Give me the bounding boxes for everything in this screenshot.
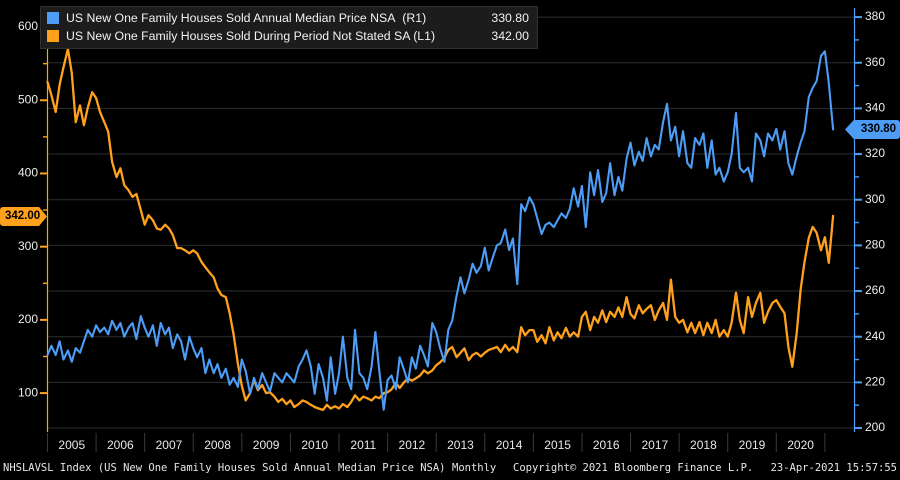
x-axis-year-label: 2007 — [156, 438, 183, 452]
right-axis-tick-label: 380 — [865, 9, 885, 23]
copyright-text: Copyright© 2021 Bloomberg Finance L.P. — [513, 462, 754, 474]
legend-label: US New One Family Houses Sold Annual Med… — [66, 11, 427, 25]
left-axis-tick-label: 400 — [18, 166, 38, 180]
left-axis-tick-label: 600 — [18, 19, 38, 33]
series-swatch-not-stated-icon — [47, 30, 59, 42]
status-bar: NHSLAVSL Index (US New One Family Houses… — [0, 458, 900, 480]
right-axis-tick-label: 200 — [865, 420, 885, 434]
x-axis-band: 2005 2006 2007 2008 2009 2010 2011 2012 2013 2014… — [46, 433, 826, 452]
right-axis: 200 220 240 260 280 300 320 340 360 380 — [853, 8, 885, 434]
right-axis-tick-label: 220 — [865, 375, 885, 389]
x-axis-year-label: 2011 — [350, 438, 376, 452]
x-axis-year-label: 2018 — [690, 438, 717, 452]
x-axis-year-label: 2009 — [253, 438, 280, 452]
left-axis-tick-label: 500 — [18, 92, 38, 106]
x-axis-year-label: 2013 — [447, 438, 474, 452]
x-axis-year-label: 2020 — [787, 438, 814, 452]
last-value-text: 330.80 — [860, 123, 896, 135]
x-axis-year-label: 2010 — [301, 438, 328, 452]
legend-item-median-price[interactable]: US New One Family Houses Sold Annual Med… — [47, 9, 529, 27]
legend: US New One Family Houses Sold Annual Med… — [40, 6, 538, 49]
left-axis-tick-label: 100 — [18, 385, 38, 399]
timestamp: 23-Apr-2021 15:57:55 — [770, 462, 897, 474]
security-description: NHSLAVSL Index (US New One Family Houses… — [3, 462, 446, 474]
x-axis-year-label: 2016 — [593, 438, 620, 452]
last-value-tag-not-stated: 342.00 — [0, 207, 47, 226]
x-axis-year-label: 2006 — [107, 438, 134, 452]
series-swatch-median-price-icon — [47, 12, 59, 24]
right-axis-tick-label: 360 — [865, 55, 885, 69]
legend-last-value: 342.00 — [491, 29, 529, 43]
left-axis: 100 200 300 400 500 600 — [18, 8, 49, 432]
right-axis-tick-label: 240 — [865, 329, 885, 343]
right-axis-tick-label: 340 — [865, 101, 885, 115]
last-value-tag-median-price: 330.80 — [845, 120, 900, 139]
legend-item-not-stated[interactable]: US New One Family Houses Sold During Per… — [47, 27, 529, 45]
last-value-text: 342.00 — [5, 210, 41, 222]
left-axis-tick-label: 300 — [18, 239, 38, 253]
x-axis-year-label: 2008 — [204, 438, 231, 452]
legend-label: US New One Family Houses Sold During Per… — [66, 29, 436, 43]
x-axis-year-label: 2015 — [544, 438, 571, 452]
left-axis-tick-label: 200 — [18, 312, 38, 326]
right-axis-tick-label: 280 — [865, 238, 885, 252]
x-axis-year-label: 2012 — [399, 438, 426, 452]
series-line-not-stated — [46, 47, 835, 412]
right-axis-tick-label: 260 — [865, 283, 885, 297]
x-axis-year-label: 2019 — [739, 438, 766, 452]
x-axis-year-label: 2014 — [496, 438, 523, 452]
frequency-label: Monthly — [452, 462, 497, 474]
gridlines — [48, 16, 854, 429]
right-axis-tick-label: 320 — [865, 146, 885, 160]
x-axis-year-label: 2017 — [641, 438, 668, 452]
right-axis-tick-label: 300 — [865, 192, 885, 206]
x-axis-year-label: 2005 — [58, 438, 85, 452]
legend-last-value: 330.80 — [491, 11, 529, 25]
series-line-median-price — [46, 50, 835, 411]
